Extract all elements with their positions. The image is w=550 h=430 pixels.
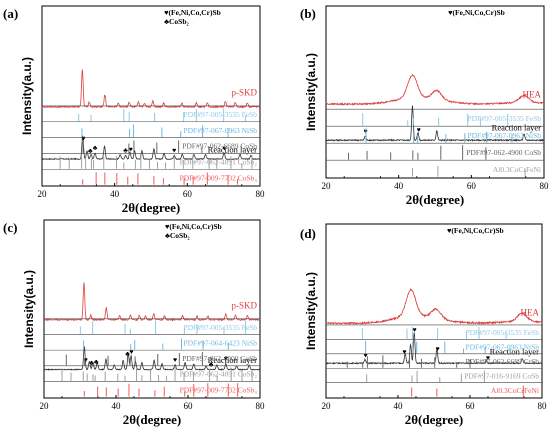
series-label: Reaction layer (492, 123, 541, 133)
y-axis-label: Intensity(a.u.) (20, 57, 34, 135)
peak-marker: ♥ (173, 356, 177, 364)
peak-marker: ♥ (412, 326, 416, 334)
peak-marker: ♣ (89, 359, 94, 367)
series-label: Reaction layer (490, 346, 539, 356)
reference-label: PDF#97-005-3535 FeSb (467, 114, 541, 123)
peak-marker: ♣ (93, 144, 98, 152)
peak-marker: ♥ (129, 348, 133, 356)
peak-marker: ♥ (172, 146, 176, 154)
x-axis-label: 2θ(degree) (406, 192, 465, 207)
reference-label: PDF#97-005-3535 FeSb (183, 323, 257, 332)
series-label: Reaction layer (208, 355, 257, 365)
legend-entry: ♣CoSb₂ (164, 17, 189, 26)
reference-label: PDF#97-067-0963 NiSb (183, 126, 257, 135)
reference-label: PDF#97-016-9169 CoSb (464, 371, 539, 380)
peak-marker: ♣ (125, 350, 130, 358)
peak-marker: ♥ (129, 145, 133, 153)
series-label: p-SKD (231, 300, 257, 310)
reference-label: PDF#97-062-6689 CoSb (182, 142, 257, 151)
panel-1: (b) Intensity(a.u.) 20 40 60 80 2θ(degree) ♥(Fe… (300, 5, 550, 207)
x-tick-label: 80 (538, 401, 548, 411)
reference-label: PDF#97-062-6689 CrSb (465, 357, 539, 366)
x-tick-label: 20 (322, 401, 332, 411)
xrd-pattern-0 (325, 332, 543, 365)
x-axis-label: 2θ(degree) (405, 412, 464, 427)
x-tick-label: 80 (540, 181, 550, 191)
x-tick-label: 40 (394, 181, 404, 191)
panel-label: (d) (300, 226, 316, 241)
xrd-pattern-1 (325, 288, 543, 325)
plot-frame (325, 223, 543, 399)
peak-marker: ♥ (222, 145, 226, 153)
x-tick-label: 40 (110, 189, 120, 199)
x-tick-label: 60 (184, 401, 194, 411)
peak-marker: ♣ (88, 147, 93, 155)
xrd-pattern-0 (43, 346, 261, 371)
x-tick-label: 80 (256, 189, 266, 199)
y-axis-label: Intensity(a.u.) (22, 270, 36, 348)
reference-label: PDF#97-005-3535 FeSb (465, 328, 539, 337)
plot-frame (43, 219, 261, 399)
plot-frame (41, 5, 261, 187)
panel-2: (c) Intensity(a.u.) 20 40 60 80 2θ(degree) ♥(Fe… (3, 219, 266, 427)
x-tick-label: 60 (466, 401, 476, 411)
y-axis-label: Intensity(a.u.) (304, 53, 318, 131)
x-tick-label: 40 (394, 401, 404, 411)
panel-0: (a) Intensity(a.u.) 20 40 60 80 2θ(degree) ♥(Fe… (3, 5, 266, 215)
x-axis-label: 2θ(degree) (122, 200, 181, 215)
peak-marker: ♥ (81, 135, 85, 143)
x-tick-label: 20 (40, 401, 50, 411)
peak-marker: ♥ (364, 352, 368, 360)
xrd-pattern-1 (43, 282, 261, 322)
peak-marker: ♥ (84, 356, 88, 364)
series-label: Reaction layer (208, 144, 257, 154)
legend-entry: ♥(Fe,Ni,Co,Cr)Sb (447, 226, 504, 235)
legend-entry: ♣CoSb₂ (165, 231, 190, 240)
peak-marker: ♣ (209, 361, 214, 369)
peak-marker: ♥ (402, 348, 406, 356)
peak-marker: ♥ (417, 126, 421, 134)
reference-label: PDF#97-062-4891 CoSb₂ (180, 370, 258, 379)
x-tick-label: 80 (256, 401, 266, 411)
reference-label: PDF#97-005-3535 FeSb (183, 110, 257, 119)
x-tick-label: 20 (38, 189, 48, 199)
panel-3: (d) Intensity(a.u.) 20 40 60 80 2θ(degree) ♥(Fe… (300, 223, 548, 427)
panel-label: (c) (3, 220, 17, 235)
series-label: HEA (523, 89, 542, 99)
reference-label: PDF#97-009-7732 CoSb₃ (180, 173, 258, 182)
series-label: p-SKD (231, 87, 257, 97)
reference-label: PDF#97-009-7732 CoSb₃ (180, 385, 258, 394)
x-tick-label: 20 (322, 181, 332, 191)
xrd-pattern-1 (325, 73, 544, 106)
xrd-pattern-0 (325, 105, 545, 142)
peak-marker: ♥ (224, 355, 228, 363)
x-axis-label: 2θ(degree) (123, 412, 182, 427)
legend-entry: ♥(Fe,Ni,Co,Cr)Sb (165, 222, 222, 231)
reference-label: PDF#97-062-4891 CoSb₂ (180, 158, 258, 167)
reference-label: PDF#97-067-0963 NiSb (465, 342, 539, 351)
reference-label: PDF#97-062-4900 CoSb (182, 354, 257, 363)
xrd-pattern-1 (41, 69, 261, 109)
legend-entry: ♥(Fe,Ni,Co,Cr)Sb (448, 8, 505, 17)
peak-marker: ♥ (436, 345, 440, 353)
series-label: HEA (521, 307, 540, 317)
reference-label: PDF#97-067-0963 NiSb (467, 131, 541, 140)
peak-marker: ♣ (123, 146, 128, 154)
reference-label: Al0.3CoCrFeNi (491, 386, 539, 395)
peak-marker: ♣ (94, 358, 99, 366)
legend-entry: ♥(Fe,Ni,Co,Cr)Sb (164, 8, 221, 17)
panel-label: (a) (3, 6, 18, 21)
reference-label: PDF#97-062-4900 CoSb (466, 148, 541, 157)
panel-label: (b) (300, 6, 316, 21)
plot-frame (325, 5, 545, 179)
reference-label: Al0.3CoCrFeNi (493, 165, 541, 174)
x-tick-label: 60 (183, 189, 193, 199)
peak-marker: ♥ (486, 354, 490, 362)
y-axis-label: Intensity(a.u.) (304, 272, 318, 350)
reference-label: PDF#97-064-6423 NiSb (183, 338, 257, 347)
x-tick-label: 60 (467, 181, 477, 191)
x-tick-label: 40 (112, 401, 122, 411)
